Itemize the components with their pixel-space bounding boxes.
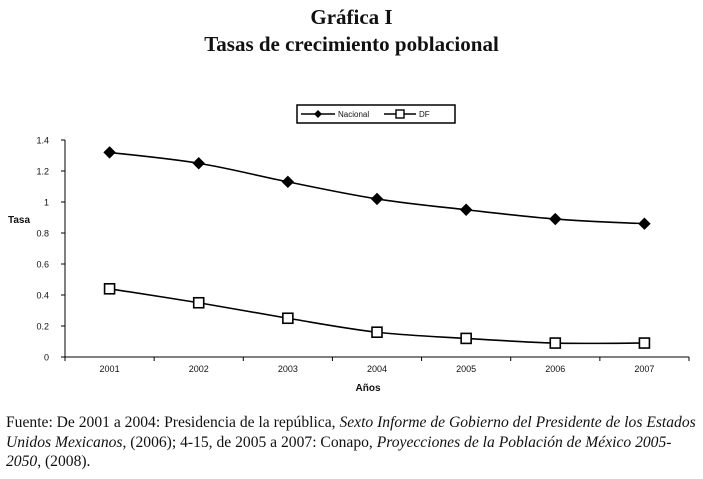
x-tick-label: 2005 bbox=[456, 364, 476, 374]
legend-marker-df bbox=[395, 109, 405, 119]
source-prefix: Fuente: De 2001 a 2004: Presidencia de l… bbox=[6, 414, 340, 431]
data-point-nacional bbox=[103, 146, 116, 159]
data-point-df bbox=[192, 296, 205, 309]
legend-box bbox=[296, 104, 456, 124]
x-tick-label: 2003 bbox=[278, 364, 298, 374]
data-point-nacional bbox=[459, 203, 473, 216]
y-tick-label: 1.4 bbox=[36, 136, 49, 146]
y-tick-label: 1 bbox=[44, 198, 49, 208]
y-axis-label: Tasa bbox=[8, 215, 30, 226]
legend-label-df: DF bbox=[419, 110, 430, 119]
data-point-df bbox=[549, 337, 562, 349]
series-group bbox=[103, 146, 651, 349]
data-point-nacional bbox=[549, 212, 562, 226]
data-point-nacional bbox=[281, 175, 295, 189]
y-axis-ticks: 0 0.2 0.4 0.6 0.8 1 1.2 1.4 bbox=[36, 136, 65, 363]
line-chart: Nacional DF 0 0.2 0.4 0.6 0.8 1 1.2 1.4 2001 2002… bbox=[8, 104, 690, 394]
x-tick-label: 2004 bbox=[367, 364, 387, 374]
x-tick-label: 2007 bbox=[634, 364, 654, 374]
data-point-df bbox=[371, 326, 383, 339]
y-tick-label: 0.6 bbox=[36, 260, 49, 270]
title-block: Gráfica I Tasas de crecimiento poblacion… bbox=[0, 4, 703, 58]
y-tick-label: 0.4 bbox=[36, 291, 49, 301]
data-point-df bbox=[638, 337, 651, 349]
series-line-nacional bbox=[109, 151, 645, 225]
source-middle: , (2006); 4-15, de 2005 a 2007: Conapo, bbox=[122, 433, 377, 451]
y-tick-label: 0.8 bbox=[36, 229, 49, 239]
y-tick-label: 1.2 bbox=[36, 167, 49, 177]
legend-marker-nacional bbox=[314, 110, 322, 118]
chart-title: Gráfica I bbox=[310, 5, 393, 29]
source-note: Fuente: De 2001 a 2004: Presidencia de l… bbox=[6, 413, 700, 472]
source-suffix: , (2008). bbox=[37, 453, 91, 470]
x-tick-label: 2001 bbox=[100, 364, 120, 374]
legend: Nacional DF bbox=[301, 109, 430, 119]
y-tick-label: 0.2 bbox=[36, 322, 49, 332]
data-point-df bbox=[103, 282, 116, 295]
data-point-nacional bbox=[370, 192, 384, 206]
legend-label-nacional: Nacional bbox=[338, 110, 369, 119]
x-tick-label: 2006 bbox=[545, 364, 565, 374]
x-axis-label: Años bbox=[356, 383, 381, 394]
data-point-df bbox=[460, 332, 472, 345]
data-point-nacional bbox=[638, 217, 651, 230]
y-tick-label: 0 bbox=[44, 353, 49, 363]
x-tick-label: 2002 bbox=[189, 364, 209, 374]
data-point-nacional bbox=[192, 157, 205, 170]
source-title-1: Sexto Informe de Gobierno del Presidente… bbox=[6, 414, 696, 451]
chart-subtitle: Tasas de crecimiento poblacional bbox=[204, 32, 499, 56]
x-axis-ticks: 2001 2002 2003 2004 2005 2006 2007 bbox=[64, 357, 690, 374]
source-title-2: Proyecciones de la Población de México 2… bbox=[6, 433, 672, 471]
data-point-df bbox=[282, 312, 294, 325]
